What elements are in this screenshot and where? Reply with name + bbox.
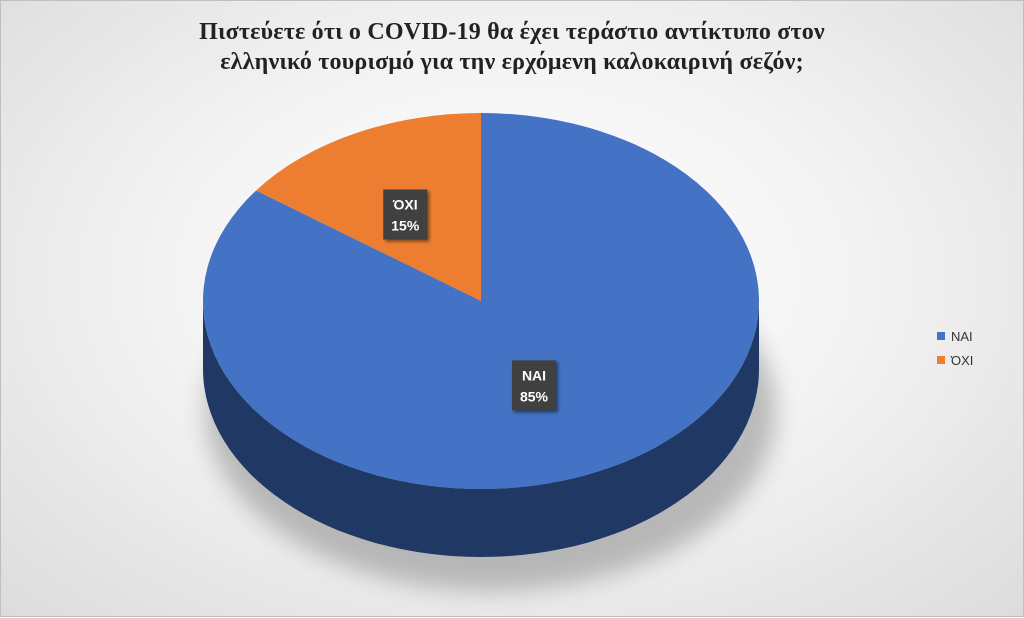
- data-label-value-nai: 85%: [520, 388, 549, 404]
- legend-label-ochi: ΌΧΙ: [951, 352, 974, 368]
- chart-legend: ΝΑΙ ΌΧΙ: [937, 324, 973, 372]
- data-label-category-nai: ΝΑΙ: [522, 367, 546, 383]
- pie-labels: ΝΑΙ 85% ΌΧΙ 15%: [383, 189, 557, 411]
- chart-title-line-2: ελληνικό τουρισμό για την ερχόμενη καλοκ…: [220, 49, 804, 75]
- data-label-category-ochi: ΌΧΙ: [392, 196, 418, 212]
- legend-swatch-nai: [937, 332, 945, 340]
- chart-title-line-1: Πιστεύετε ότι ο COVID-19 θα έχει τεράστι…: [199, 19, 825, 45]
- data-label-box-ochi: [383, 189, 428, 240]
- legend-swatch-ochi: [937, 356, 945, 364]
- data-label-value-ochi: 15%: [391, 217, 420, 233]
- pie-sides: [203, 301, 759, 557]
- chart-title: Πιστεύετε ότι ο COVID-19 θα έχει τεράστι…: [1, 17, 1023, 77]
- legend-item-ochi: ΌΧΙ: [937, 348, 973, 372]
- pie-slice-ochi: [256, 113, 481, 301]
- legend-item-nai: ΝΑΙ: [937, 324, 973, 348]
- pie-side-nai: [203, 301, 759, 557]
- data-label-box-nai: [512, 360, 557, 411]
- data-label-nai: ΝΑΙ 85%: [512, 360, 557, 411]
- legend-label-nai: ΝΑΙ: [951, 328, 973, 344]
- pie-tops: [203, 113, 759, 489]
- data-label-ochi: ΌΧΙ 15%: [383, 189, 428, 240]
